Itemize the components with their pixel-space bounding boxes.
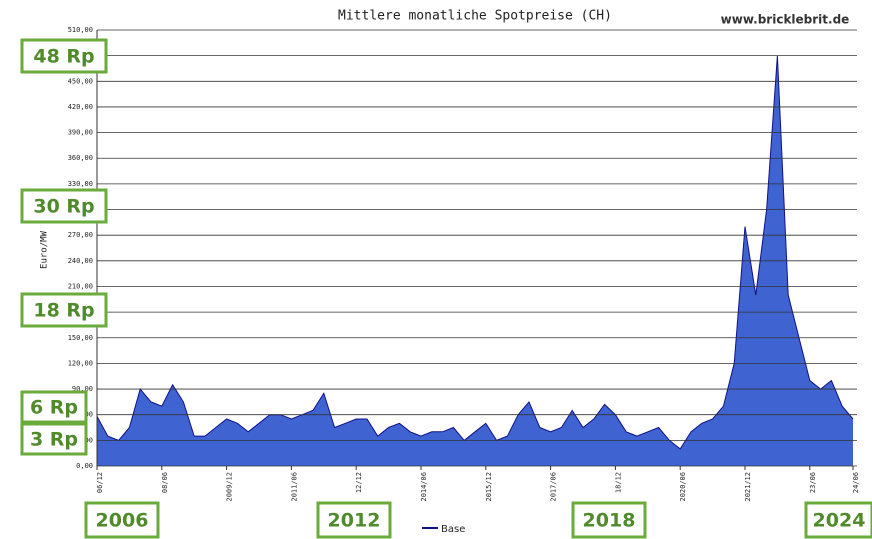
legend-label: Base — [441, 524, 465, 535]
x-tick-label: 2015/12 — [485, 472, 493, 502]
annotation-box — [84, 501, 160, 539]
y-tick-label: 0,00 — [76, 462, 93, 470]
x-tick-label: 06/12 — [96, 472, 104, 493]
y-tick-label: 240,00 — [68, 257, 93, 265]
y-tick-label: 120,00 — [68, 359, 93, 367]
annotation-box — [20, 292, 108, 328]
x-tick-label: 2009/12 — [226, 472, 234, 502]
area — [97, 55, 853, 466]
y-tick-label: 210,00 — [68, 282, 93, 290]
annotation: 2024 — [813, 510, 866, 532]
x-tick-label: 08/06 — [161, 472, 169, 493]
annotation: 30 Rp — [33, 196, 94, 218]
chart-title: Mittlere monatliche Spotpreise (CH) — [338, 9, 612, 24]
x-tick-label: 2017/06 — [550, 472, 558, 502]
y-tick-label: 360,00 — [68, 154, 93, 162]
annotation: 2012 — [328, 510, 381, 532]
x-tick-label: 2021/12 — [744, 472, 752, 502]
y-tick-label: 90,00 — [72, 385, 93, 393]
y-tick-label: 150,00 — [68, 334, 93, 342]
y-tick-label: 390,00 — [68, 129, 93, 137]
y-tick-label: 330,00 — [68, 180, 93, 188]
x-tick-label: 18/12 — [614, 472, 622, 493]
annotation: 2018 — [583, 510, 636, 532]
annotation: 6 Rp — [30, 397, 78, 419]
x-tick-label: 23/06 — [809, 472, 817, 493]
annotation-box — [20, 422, 88, 456]
source: www.bricklebrit.de — [721, 13, 850, 27]
annotation-box — [571, 501, 647, 539]
x-tick-label: 24/06 — [852, 472, 860, 493]
x-tick-label: 12/12 — [355, 472, 363, 493]
y-tick-label: 450,00 — [68, 77, 93, 85]
y-tick-label: 510,00 — [68, 26, 93, 34]
annotation: 2006 — [96, 510, 149, 532]
y-tick-label: 270,00 — [68, 231, 93, 239]
annotation-box — [20, 38, 108, 74]
annotation: 18 Rp — [33, 300, 94, 322]
annotation-box — [20, 390, 88, 424]
annotation-box — [20, 188, 108, 224]
annotation: 3 Rp — [30, 429, 78, 451]
annotation: 48 Rp — [33, 46, 94, 68]
annotation-box — [316, 501, 392, 539]
annotation-box — [804, 501, 872, 539]
area-line — [96, 55, 854, 450]
y-tick-label: 420,00 — [68, 103, 93, 111]
x-tick-label: 2011/06 — [290, 472, 298, 502]
x-tick-label: 2014/06 — [420, 472, 428, 502]
x-tick-label: 2020/06 — [679, 472, 687, 502]
y-axis-label: Euro/MW — [40, 230, 50, 269]
